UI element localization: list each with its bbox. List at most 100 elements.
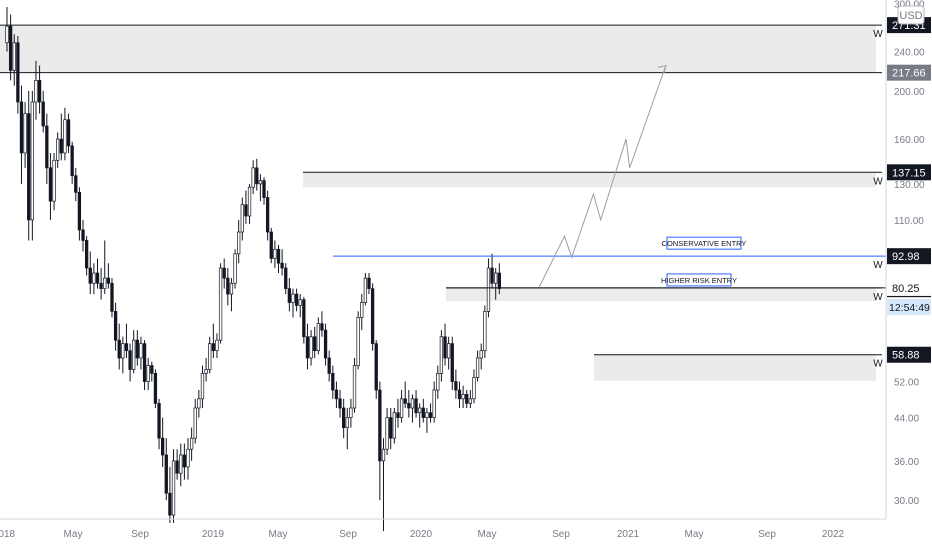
candle <box>280 249 284 276</box>
candle <box>255 158 259 191</box>
countdown-label[interactable]: 12:54:49 <box>889 302 930 314</box>
candle <box>74 167 78 202</box>
candle-body <box>179 454 183 474</box>
candle-body <box>363 277 368 303</box>
candle <box>182 443 187 480</box>
entry-levels: CONSERVATIVE ENTRY W HIGHER RISK ENTRY <box>333 236 886 289</box>
price-tick-label[interactable]: 110.00 <box>894 216 924 227</box>
currency-badge[interactable]: USD <box>897 5 925 25</box>
candle-body <box>208 343 212 370</box>
candle <box>334 381 339 409</box>
candle <box>294 288 299 312</box>
candle-body <box>157 403 161 439</box>
price-tick-label[interactable]: 160.00 <box>894 135 925 146</box>
entry-label: HIGHER RISK ENTRY <box>661 276 737 285</box>
price-label-box <box>887 279 931 296</box>
time-tick-label[interactable]: Sep <box>131 529 149 540</box>
candle <box>457 381 462 409</box>
price-tick-label[interactable]: 240.00 <box>894 48 925 59</box>
candle-body <box>356 317 360 366</box>
time-tick-label[interactable]: May <box>269 529 288 540</box>
candle <box>284 263 288 295</box>
candle-body <box>110 282 114 312</box>
candle-body <box>305 336 310 359</box>
time-tick-label[interactable]: May <box>685 529 704 540</box>
price-label-box <box>887 64 931 81</box>
time-tick-label[interactable]: Sep <box>552 529 570 540</box>
price-label[interactable]: 137.15 <box>892 167 926 179</box>
candle <box>370 283 375 351</box>
candle <box>494 268 498 300</box>
candle <box>229 278 234 312</box>
price-tick-label[interactable]: 200.00 <box>894 87 925 98</box>
price-tick-label[interactable]: 130.00 <box>894 180 925 191</box>
candle <box>222 258 226 289</box>
time-tick-label[interactable]: May <box>64 529 83 540</box>
candle <box>30 90 34 241</box>
time-tick-label[interactable]: 2019 <box>202 529 225 540</box>
price-label[interactable]: 92.98 <box>892 251 920 263</box>
candle-body <box>113 310 118 341</box>
candle <box>124 323 129 358</box>
price-axis[interactable]: 30.0036.0044.0052.0058.8879.8080.2592.98… <box>885 0 931 519</box>
candle <box>465 390 469 409</box>
candle <box>276 244 281 274</box>
time-tick-label[interactable]: 2018 <box>0 529 16 540</box>
candle-body <box>218 267 223 341</box>
candle-body <box>128 350 132 370</box>
candle-body <box>331 373 335 391</box>
candle-body <box>222 267 226 279</box>
candle-body <box>186 448 190 468</box>
candle-body <box>468 398 473 404</box>
time-axis[interactable]: 2018 May Sep 2019 May Sep 2020 May Sep 2021 May Sep… <box>0 518 886 540</box>
candle-body <box>204 369 208 374</box>
time-tick-label[interactable]: 2021 <box>617 529 640 540</box>
candle-body <box>345 417 349 428</box>
candle-body <box>197 398 201 409</box>
price-tick-label[interactable]: 36.00 <box>894 457 919 468</box>
candle <box>472 369 476 404</box>
time-tick-label[interactable]: 2022 <box>822 529 845 540</box>
candle-body <box>320 323 324 331</box>
candle-body <box>124 343 129 352</box>
candle <box>59 113 63 161</box>
candle-body <box>494 272 498 284</box>
candle <box>468 390 473 409</box>
candle <box>265 190 270 241</box>
candle <box>396 398 400 428</box>
candle-body <box>432 389 436 418</box>
candle <box>45 113 49 184</box>
time-tick-label[interactable]: 2020 <box>410 529 433 540</box>
price-label[interactable]: 80.25 <box>892 283 920 295</box>
time-tick-label[interactable]: May <box>478 529 497 540</box>
time-tick-label[interactable]: Sep <box>339 529 357 540</box>
entry-label: CONSERVATIVE ENTRY <box>662 239 747 248</box>
candle-body <box>16 42 20 103</box>
price-projection <box>538 64 667 288</box>
candle <box>204 357 208 382</box>
candle <box>407 390 411 418</box>
price-tick-label[interactable]: 52.00 <box>894 378 919 389</box>
candle <box>425 408 429 433</box>
zone-fill <box>446 287 876 302</box>
candle <box>88 251 92 295</box>
candle <box>77 187 82 241</box>
price-tick-label[interactable]: 300.00 <box>894 0 925 10</box>
price-label[interactable]: 58.88 <box>892 350 920 362</box>
candle-body <box>88 267 92 284</box>
candle-body <box>316 323 320 352</box>
price-tick-label[interactable]: 44.00 <box>894 414 919 425</box>
candle <box>349 398 353 428</box>
price-label[interactable]: 217.66 <box>892 68 926 80</box>
candle-body <box>211 343 215 352</box>
candle <box>309 330 313 366</box>
candle-body <box>247 186 252 217</box>
time-tick-label[interactable]: Sep <box>758 529 776 540</box>
candle <box>37 65 42 114</box>
candle <box>150 361 154 382</box>
price-tick-label[interactable]: 30.00 <box>894 496 919 507</box>
zone-fill <box>303 172 876 188</box>
candle <box>12 34 16 86</box>
candle-body <box>171 460 176 516</box>
